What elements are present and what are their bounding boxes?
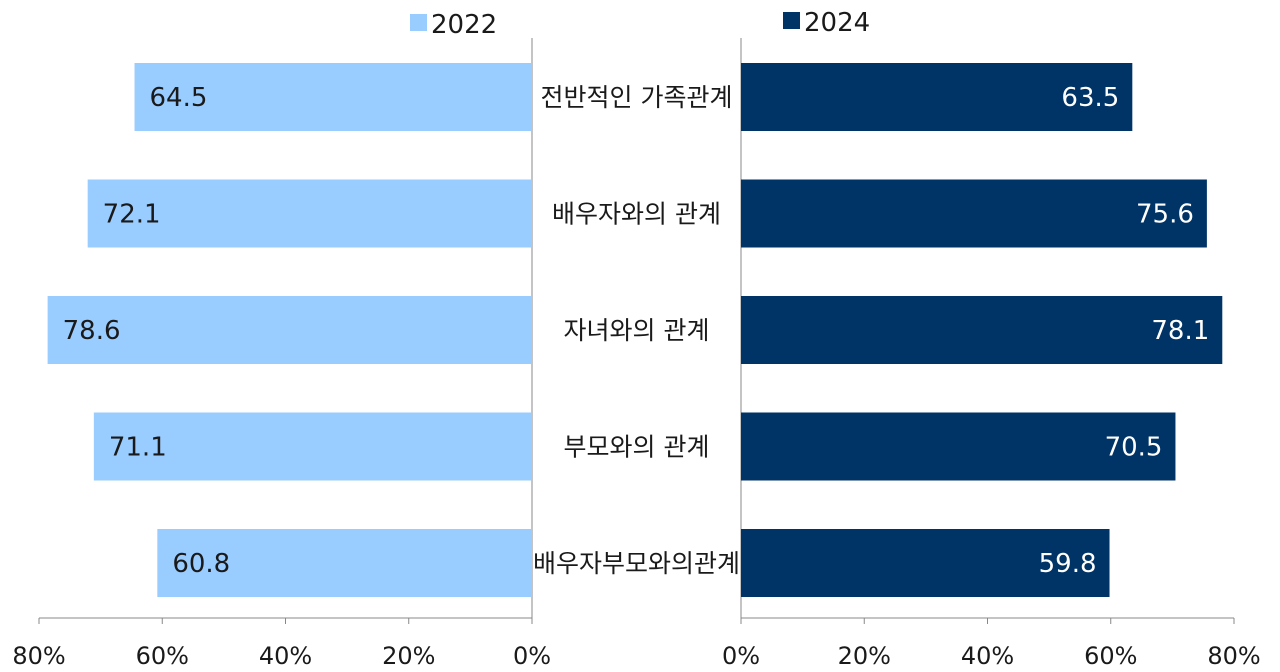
bar-2024-3 [741, 412, 1176, 481]
value-label-2024-1: 75.6 [1136, 200, 1194, 230]
value-label-2024-2: 78.1 [1151, 316, 1209, 346]
left-tick-label-1: 20% [382, 642, 435, 670]
value-label-2022-1: 72.1 [103, 200, 161, 230]
bar-2022-1 [87, 179, 532, 248]
legend-label-2024: 2024 [804, 8, 870, 38]
bar-2022-4 [157, 529, 532, 597]
category-label-2: 자녀와의 관계 [564, 316, 710, 345]
value-label-2022-4: 60.8 [172, 549, 230, 579]
value-label-2022-3: 71.1 [109, 433, 167, 463]
value-label-2022-0: 64.5 [150, 83, 208, 113]
bar-2024-0 [741, 63, 1133, 131]
left-tick-label-3: 60% [136, 642, 189, 670]
bar-2024-4 [741, 529, 1110, 597]
right-tick-label-0: 0% [722, 642, 760, 670]
category-label-4: 배우자부모와의관계 [533, 549, 740, 578]
legend-swatch-2022 [410, 14, 427, 31]
left-tick-label-4: 80% [12, 642, 65, 670]
right-tick-label-3: 60% [1084, 642, 1137, 670]
value-label-2024-4: 59.8 [1039, 549, 1097, 579]
value-label-2024-0: 63.5 [1061, 83, 1119, 113]
bar-2024-1 [741, 179, 1207, 248]
category-label-3: 부모와의 관계 [564, 433, 710, 462]
bar-2022-2 [47, 296, 532, 364]
legend-label-2022: 2022 [431, 10, 497, 40]
right-tick-label-4: 80% [1207, 642, 1260, 670]
right-tick-label-1: 20% [838, 642, 891, 670]
legend-swatch-2024 [783, 12, 800, 29]
left-tick-label-2: 40% [259, 642, 312, 670]
bar-2022-3 [93, 412, 532, 481]
bar-2022-0 [134, 63, 533, 131]
left-tick-label-0: 0% [513, 642, 551, 670]
value-label-2022-2: 78.6 [63, 316, 121, 346]
bar-2024-2 [741, 296, 1223, 364]
value-label-2024-3: 70.5 [1105, 433, 1163, 463]
category-label-0: 전반적인 가족관계 [541, 83, 733, 112]
category-label-1: 배우자와의 관계 [552, 200, 721, 229]
right-tick-label-2: 40% [961, 642, 1014, 670]
